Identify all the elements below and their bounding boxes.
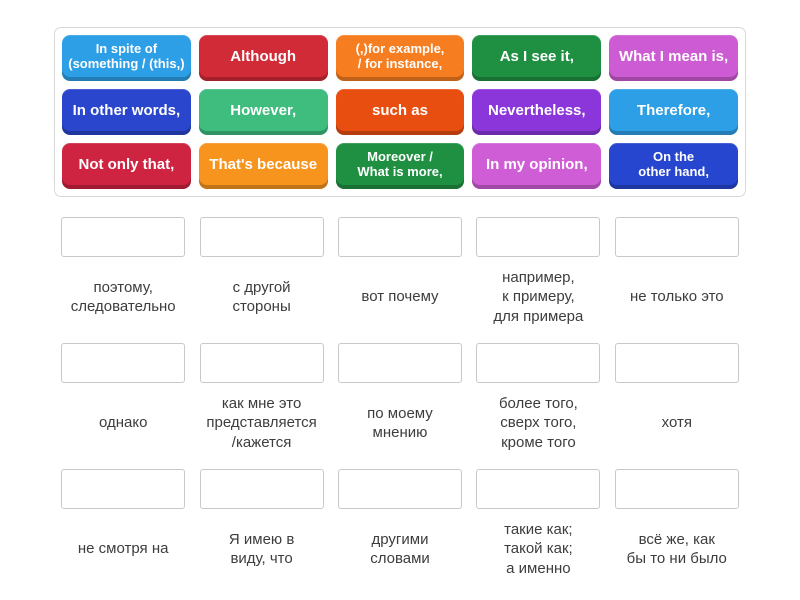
tile-label: Therefore, — [636, 101, 711, 119]
answer-row: не смотря на Я имею в виду, что другими … — [54, 467, 746, 593]
source-tile[interactable]: Therefore, — [609, 89, 738, 135]
answer-label: более того, сверх того, кроме того — [498, 394, 578, 451]
match-cell: вот почему — [331, 215, 469, 341]
answer-label: Я имею в виду, что — [228, 530, 295, 568]
match-cell: Я имею в виду, что — [192, 467, 330, 593]
answer-row: поэтому, следовательно с другой стороны … — [54, 215, 746, 341]
match-cell: поэтому, следовательно — [54, 215, 192, 341]
match-cell: по моему мнению — [331, 341, 469, 467]
tile-label: In my opinion, — [485, 155, 588, 173]
answer-drop-slot[interactable] — [476, 469, 601, 509]
match-cell: с другой стороны — [192, 215, 330, 341]
source-tile[interactable]: On the other hand, — [609, 143, 738, 189]
source-tile[interactable]: Nevertheless, — [472, 89, 602, 135]
answer-drop-slot[interactable] — [476, 217, 601, 257]
source-tile[interactable]: That's because — [198, 143, 328, 189]
answer-label: поэтому, следовательно — [70, 278, 176, 316]
source-tile[interactable]: (,)for example, / for instance, — [335, 35, 465, 81]
answer-drop-slot[interactable] — [614, 343, 739, 383]
answer-label: хотя — [661, 414, 692, 432]
answer-drop-slot[interactable] — [476, 343, 601, 383]
tile-label: That's because — [209, 155, 318, 173]
match-cell: например, к примеру, для примера — [469, 215, 607, 341]
answer-drop-slot[interactable] — [337, 217, 462, 257]
tile-label: Not only that, — [78, 155, 175, 173]
match-cell: всё же, как бы то ни было — [608, 467, 746, 593]
source-tile[interactable]: What I mean is, — [609, 35, 738, 81]
answer-drop-slot[interactable] — [614, 469, 739, 509]
match-cell: другими словами — [331, 467, 469, 593]
source-tile[interactable]: Not only that, — [62, 143, 191, 189]
answer-drop-slot[interactable] — [337, 343, 462, 383]
tile-label: Although — [230, 47, 297, 65]
source-tile[interactable]: In spite of (something / (this,) — [62, 35, 191, 81]
tile-label: In spite of (something / (this,) — [68, 40, 185, 71]
answer-drop-slot[interactable] — [337, 469, 462, 509]
tile-label: On the other hand, — [638, 148, 709, 179]
answer-drop-slot[interactable] — [61, 217, 186, 257]
answer-label: всё же, как бы то ни было — [626, 530, 727, 568]
source-tile[interactable]: However, — [198, 89, 328, 135]
source-tile[interactable]: such as — [335, 89, 465, 135]
match-cell: не только это — [608, 215, 746, 341]
answer-drop-slot[interactable] — [199, 469, 324, 509]
match-cell: не смотря на — [54, 467, 192, 593]
tile-label: As I see it, — [499, 47, 574, 65]
source-tile[interactable]: Although — [198, 35, 328, 81]
answer-row: однако как мне это представляется /кажет… — [54, 341, 746, 467]
source-tile[interactable]: As I see it, — [472, 35, 602, 81]
source-tiles-panel: In spite of (something / (this,) Althoug… — [54, 27, 746, 197]
answer-area: поэтому, следовательно с другой стороны … — [54, 215, 746, 593]
tile-label: (,)for example, / for instance, — [355, 40, 445, 71]
match-cell: более того, сверх того, кроме того — [469, 341, 607, 467]
tile-label: such as — [372, 101, 428, 119]
tile-label: Moreover / What is more, — [357, 148, 443, 179]
answer-label: с другой стороны — [232, 278, 291, 316]
source-tile[interactable]: In other words, — [62, 89, 191, 135]
answer-drop-slot[interactable] — [61, 343, 186, 383]
answer-drop-slot[interactable] — [614, 217, 739, 257]
answer-drop-slot[interactable] — [199, 343, 324, 383]
match-cell: однако — [54, 341, 192, 467]
tile-label: However, — [230, 101, 297, 119]
match-cell: как мне это представляется /кажется — [192, 341, 330, 467]
answer-label: например, к примеру, для примера — [493, 268, 584, 325]
source-tile[interactable]: In my opinion, — [472, 143, 602, 189]
tile-label: In other words, — [72, 101, 181, 119]
tile-label: What I mean is, — [618, 47, 729, 65]
answer-label: вот почему — [361, 288, 439, 306]
answer-drop-slot[interactable] — [61, 469, 186, 509]
source-tile[interactable]: Moreover / What is more, — [335, 143, 465, 189]
match-cell: такие как; такой как; а именно — [469, 467, 607, 593]
answer-label: не только это — [629, 288, 724, 306]
answer-label: как мне это представляется /кажется — [206, 394, 317, 451]
match-cell: хотя — [608, 341, 746, 467]
answer-label: не смотря на — [77, 540, 169, 558]
answer-label: такие как; такой как; а именно — [504, 520, 573, 577]
answer-label: однако — [98, 414, 148, 432]
answer-drop-slot[interactable] — [199, 217, 324, 257]
answer-label: по моему мнению — [367, 404, 433, 442]
tile-label: Nevertheless, — [488, 101, 586, 119]
answer-label: другими словами — [370, 530, 430, 568]
